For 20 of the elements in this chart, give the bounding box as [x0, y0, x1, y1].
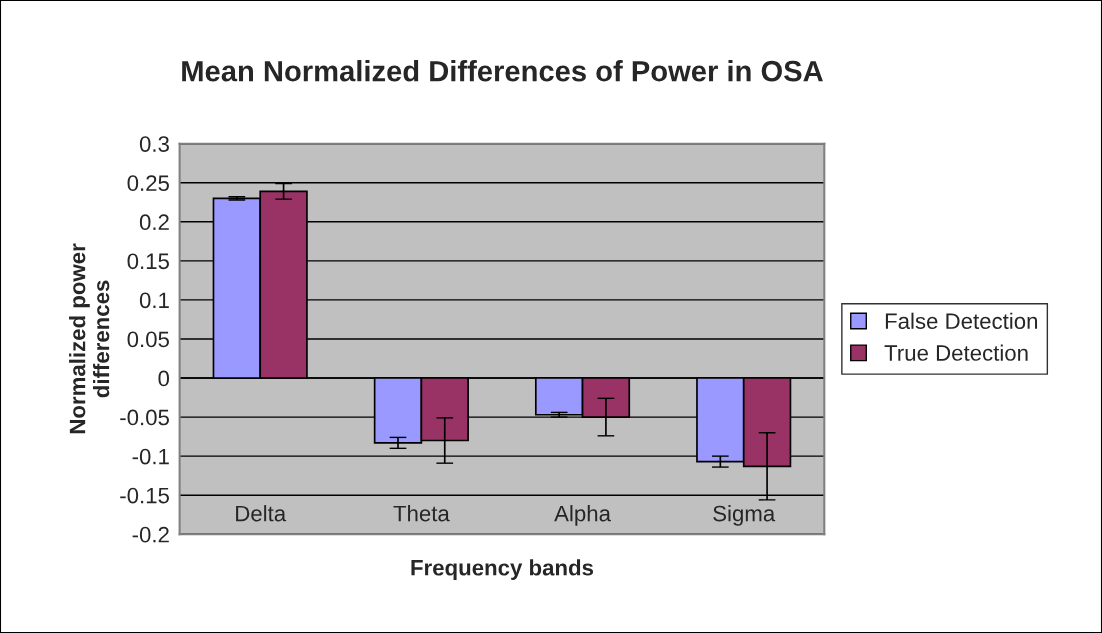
- x-tick-label: Sigma: [713, 505, 776, 526]
- x-tick-label: Alpha: [554, 505, 611, 526]
- y-tick-label: 0.1: [139, 292, 169, 309]
- y-tick-label: -0.2: [132, 526, 169, 543]
- x-tick-label: Delta: [236, 505, 287, 522]
- x-tick-label: Theta: [393, 505, 450, 522]
- y-tick-label: 0.25: [127, 175, 169, 192]
- y-tick-label: 0.15: [127, 253, 169, 270]
- legend-label: True Detection: [884, 344, 1028, 361]
- y-tick-label: 0.05: [127, 331, 169, 348]
- x-axis-title: Frequency bands: [411, 559, 594, 580]
- y-tick-label: 0: [158, 370, 170, 387]
- y-tick-label: -0.15: [120, 487, 169, 504]
- chart-title: Mean Normalized Differences of Power in OSA: [182, 60, 823, 82]
- y-tick-label: -0.05: [120, 409, 169, 426]
- y-tick-label: 0.3: [139, 136, 169, 152]
- y-tick-label: -0.1: [132, 448, 169, 465]
- y-tick-label: 0.2: [139, 214, 169, 231]
- y-axis-title: Normalized power differences: [69, 243, 110, 434]
- legend-label: False Detection: [885, 312, 1038, 330]
